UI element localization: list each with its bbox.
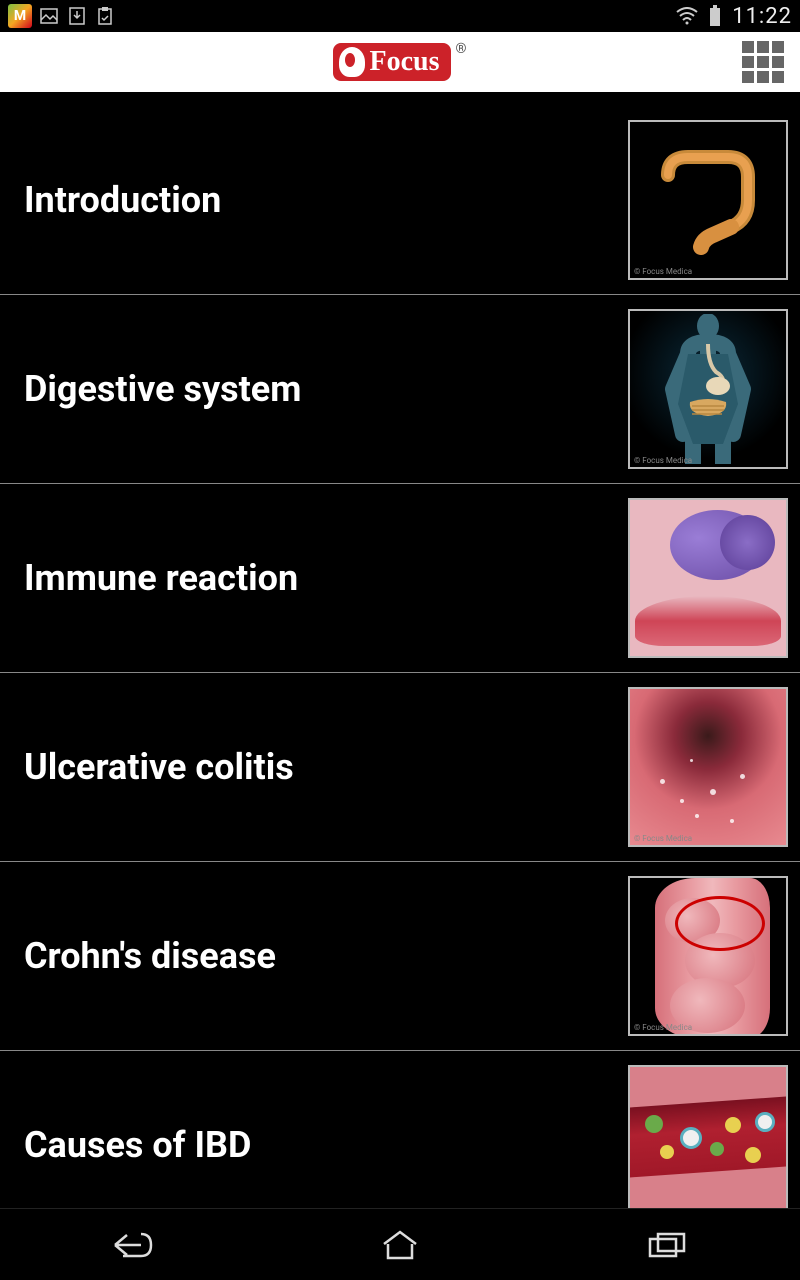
screen: M 11:22 Focus [0,0,800,1280]
item-title: Introduction [24,179,221,221]
system-nav-bar [0,1208,800,1280]
logo-head-icon [339,47,365,77]
status-left-icons: M [8,4,116,28]
thumb-immune [628,498,788,658]
home-button[interactable] [370,1225,430,1265]
list-item-causes[interactable]: Causes of IBD [0,1050,800,1208]
wifi-icon [676,5,698,27]
item-title: Causes of IBD [24,1124,251,1166]
recent-apps-button[interactable] [637,1225,697,1265]
grid-menu-button[interactable] [742,41,784,83]
content-scroll[interactable]: Introduction © Focus Medica Digestive sy… [0,92,800,1208]
item-title: Ulcerative colitis [24,746,294,788]
list-item-crohns[interactable]: Crohn's disease © Focus Medica [0,861,800,1050]
item-title: Digestive system [24,368,301,410]
list-item-ulcerative[interactable]: Ulcerative colitis © Focus Medica [0,672,800,861]
topic-list: Introduction © Focus Medica Digestive sy… [0,92,800,1208]
logo-badge: Focus [333,43,451,81]
thumb-ulcerative: © Focus Medica [628,687,788,847]
item-title: Crohn's disease [24,935,276,977]
gallery-icon [38,5,60,27]
download-icon [66,5,88,27]
thumb-introduction: © Focus Medica [628,120,788,280]
list-item-immune[interactable]: Immune reaction [0,483,800,672]
status-right-icons: 11:22 [676,4,792,29]
registered-mark: ® [455,41,466,57]
list-item-introduction[interactable]: Introduction © Focus Medica [0,92,800,294]
thumb-causes [628,1065,788,1208]
thumb-digestive: © Focus Medica [628,309,788,469]
thumb-crohns: © Focus Medica [628,876,788,1036]
app-logo[interactable]: Focus ® [333,43,466,81]
thumb-copyright: © Focus Medica [634,267,692,276]
battery-icon [704,5,726,27]
item-title: Immune reaction [24,557,298,599]
logo-text: Focus [369,46,439,78]
status-clock: 11:22 [732,4,792,29]
app-header: Focus ® [0,32,800,92]
list-item-digestive[interactable]: Digestive system © Focus Medica [0,294,800,483]
clipboard-icon [94,5,116,27]
thumb-copyright: © Focus Medica [634,1023,692,1032]
thumb-copyright: © Focus Medica [634,834,692,843]
app-store-icon: M [8,4,32,28]
thumb-copyright: © Focus Medica [634,456,692,465]
back-button[interactable] [103,1225,163,1265]
status-bar: M 11:22 [0,0,800,32]
